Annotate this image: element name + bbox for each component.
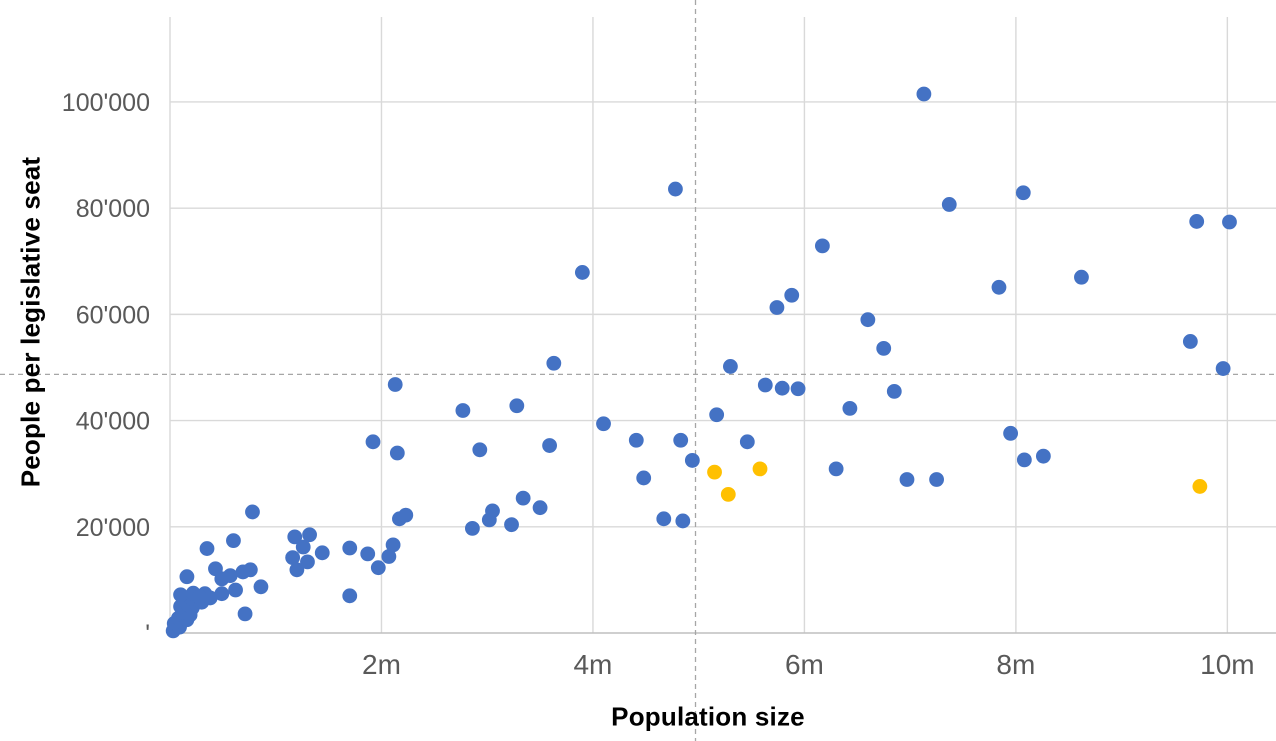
data-point-countries-blue xyxy=(828,461,844,477)
data-point-countries-blue xyxy=(739,434,755,450)
y-axis-title: People per legislative seat xyxy=(15,156,46,488)
data-point-countries-blue xyxy=(228,582,243,598)
data-point-countries-blue xyxy=(842,400,858,416)
x-tick-label: 10m xyxy=(1200,649,1254,680)
data-point-countries-blue xyxy=(636,470,652,486)
data-point-countries-blue xyxy=(991,279,1007,295)
data-point-countries-blue xyxy=(222,568,238,584)
data-point-countries-blue xyxy=(684,453,700,468)
y-tick-label: 80'000 xyxy=(76,195,150,223)
data-point-countries-blue xyxy=(360,546,376,562)
data-point-countries-blue xyxy=(295,539,311,555)
data-point-countries-blue xyxy=(385,537,401,553)
y-tick-label: 60'000 xyxy=(76,301,150,329)
data-point-countries-blue xyxy=(173,587,188,603)
data-point-countries-blue xyxy=(656,511,672,527)
data-point-countries-blue xyxy=(1003,425,1019,441)
data-point-countries-blue xyxy=(784,287,800,303)
data-point-highlighted-orange xyxy=(752,461,768,477)
data-point-countries-blue xyxy=(1015,185,1031,201)
data-point-countries-blue xyxy=(504,517,519,533)
data-point-countries-blue xyxy=(941,197,957,212)
x-tick-label: 2m xyxy=(362,649,401,680)
data-point-countries-blue xyxy=(199,541,215,556)
data-point-countries-blue xyxy=(860,312,876,328)
x-tick-label: 6m xyxy=(785,649,824,680)
y-tick-label: ' xyxy=(145,620,150,648)
x-axis-title: Population size xyxy=(611,701,805,732)
data-point-countries-blue xyxy=(192,589,208,605)
data-point-countries-blue xyxy=(370,560,386,576)
data-point-countries-blue xyxy=(465,520,480,536)
data-point-countries-blue xyxy=(1189,214,1205,229)
data-point-countries-blue xyxy=(723,359,738,374)
data-point-countries-blue xyxy=(876,340,892,356)
data-point-countries-blue xyxy=(472,442,488,458)
data-point-countries-blue xyxy=(1215,361,1231,376)
data-point-countries-blue xyxy=(532,500,548,516)
data-point-highlighted-orange xyxy=(707,464,722,480)
data-point-countries-blue xyxy=(314,545,330,561)
data-point-countries-blue xyxy=(455,403,471,418)
data-point-highlighted-orange xyxy=(720,487,736,502)
data-point-countries-blue xyxy=(1035,448,1051,464)
data-point-countries-blue xyxy=(289,562,305,578)
data-point-countries-blue xyxy=(179,569,195,585)
data-point-countries-blue xyxy=(542,438,557,453)
data-point-countries-blue xyxy=(757,377,773,393)
data-point-countries-blue xyxy=(628,432,644,448)
data-point-countries-blue xyxy=(774,380,790,396)
data-point-countries-blue xyxy=(226,533,241,548)
data-point-countries-blue xyxy=(675,513,691,529)
data-point-countries-blue xyxy=(287,529,303,545)
data-point-countries-blue xyxy=(769,300,785,315)
data-point-countries-blue xyxy=(381,549,397,564)
data-point-countries-blue xyxy=(237,606,253,622)
y-tick-label: 40'000 xyxy=(76,408,150,436)
data-point-countries-blue xyxy=(485,503,500,519)
data-point-countries-blue xyxy=(929,472,944,487)
data-point-highlighted-orange xyxy=(1192,479,1208,494)
data-point-countries-blue xyxy=(814,238,830,254)
data-point-countries-blue xyxy=(1074,269,1089,285)
x-tick-label: 4m xyxy=(573,649,612,680)
data-point-countries-blue xyxy=(596,416,611,432)
y-tick-label: 20'000 xyxy=(76,514,150,542)
data-point-countries-blue xyxy=(673,432,689,448)
data-point-countries-blue xyxy=(790,381,806,397)
data-point-countries-blue xyxy=(899,472,915,487)
data-point-countries-blue xyxy=(668,181,683,197)
data-point-countries-blue xyxy=(342,588,358,604)
x-tick-label: 8m xyxy=(996,649,1035,680)
data-point-countries-blue xyxy=(300,554,315,570)
data-point-countries-blue xyxy=(242,562,258,578)
data-point-countries-blue xyxy=(886,383,902,399)
data-point-countries-blue xyxy=(387,377,403,392)
data-point-countries-blue xyxy=(214,586,230,602)
y-tick-label: 100'000 xyxy=(62,89,150,117)
data-point-countries-blue xyxy=(546,355,562,371)
data-point-countries-blue xyxy=(574,265,590,280)
data-point-countries-blue xyxy=(253,579,269,595)
data-point-countries-blue xyxy=(515,490,531,506)
data-point-countries-blue xyxy=(709,407,725,423)
data-point-countries-blue xyxy=(365,434,381,450)
data-point-countries-blue xyxy=(1182,334,1198,349)
data-point-countries-blue xyxy=(1016,452,1032,468)
data-point-countries-blue xyxy=(398,507,414,523)
data-point-countries-blue xyxy=(302,527,317,543)
data-point-countries-blue xyxy=(916,86,932,102)
data-point-countries-blue xyxy=(389,445,405,461)
data-point-countries-blue xyxy=(1222,214,1237,230)
data-point-countries-blue xyxy=(245,504,260,520)
data-point-countries-blue xyxy=(342,540,358,556)
data-point-countries-blue xyxy=(285,550,301,565)
data-point-countries-blue xyxy=(509,398,525,414)
